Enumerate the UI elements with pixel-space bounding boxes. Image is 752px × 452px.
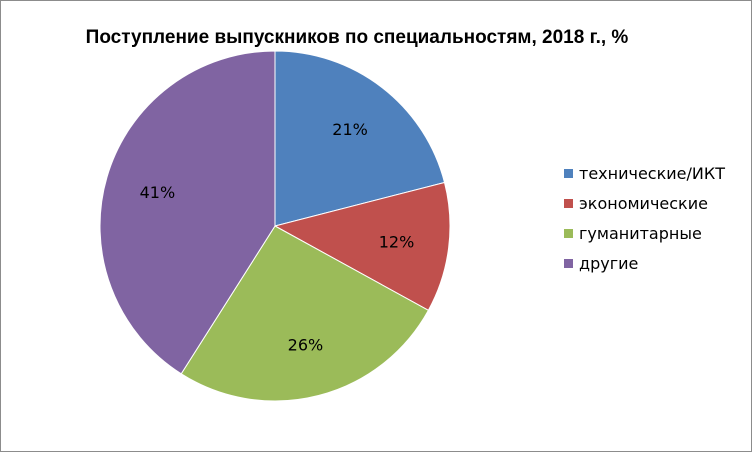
legend-swatch — [564, 168, 573, 178]
slice-label-technical: 21% — [332, 120, 368, 139]
legend-swatch — [564, 198, 573, 208]
legend-swatch — [564, 228, 573, 238]
slice-label-economic: 12% — [379, 232, 415, 251]
legend-label: другие — [579, 253, 639, 273]
pie-slice-technical — [274, 50, 446, 227]
chart-title: Поступление выпускников по специальностя… — [85, 27, 629, 48]
pie-slice-economic — [273, 181, 451, 311]
slice-label-humanities: 26% — [288, 336, 324, 355]
legend-label: гуманитарные — [579, 223, 702, 243]
legend-item-other: другие — [564, 248, 725, 278]
pie-slice-humanities — [180, 225, 430, 402]
legend-item-economic: экономические — [564, 188, 725, 218]
legend-label: технические/ИКТ — [579, 163, 725, 183]
legend-swatch — [564, 258, 573, 268]
legend-item-technical: технические/ИКТ — [564, 158, 725, 188]
legend-label: экономические — [579, 193, 708, 213]
legend-item-humanities: гуманитарные — [564, 218, 725, 248]
pie-slice-other — [99, 50, 276, 375]
slice-label-other: 41% — [140, 183, 176, 202]
chart-legend: технические/ИКТ экономические гуманитарные… — [564, 158, 725, 278]
